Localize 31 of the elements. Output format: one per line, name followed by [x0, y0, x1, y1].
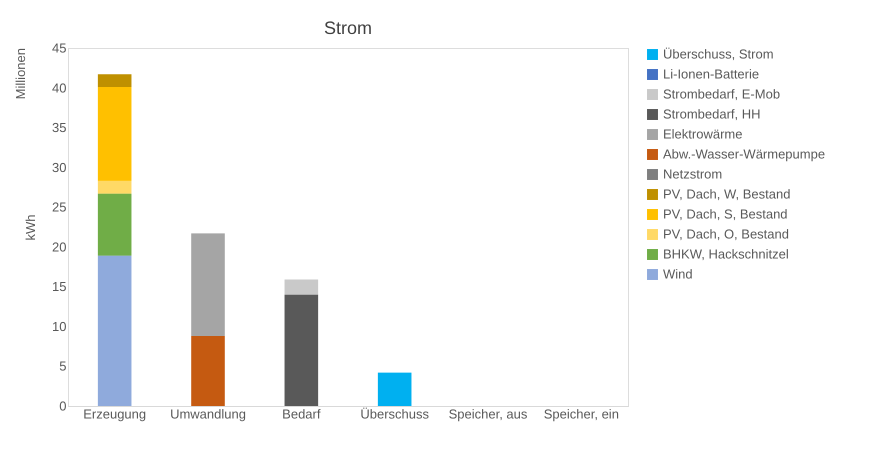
x-tick-label: Überschuss	[360, 406, 430, 422]
x-tick-label: Umwandlung	[170, 406, 246, 422]
y-tick-label: 40	[52, 80, 66, 96]
legend-label: Wind	[663, 266, 693, 282]
x-tick-label: Speicher, aus	[448, 406, 528, 422]
legend-label: Abw.-Wasser-Wärmepumpe	[663, 146, 826, 162]
x-tick-label: Erzeugung	[83, 406, 146, 422]
y-tick-label: 0	[59, 398, 66, 414]
legend-label: PV, Dach, S, Bestand	[663, 206, 788, 222]
legend-label: Überschuss, Strom	[663, 46, 774, 62]
y-tick-label: 25	[52, 200, 66, 215]
chart-title: Strom	[324, 18, 372, 38]
y-tick-label: 30	[52, 160, 66, 175]
legend-label: Strombedarf, E-Mob	[663, 86, 780, 102]
y-tick-label: 35	[52, 120, 66, 136]
y-tick-label: 20	[52, 239, 66, 254]
text: Millionen	[13, 48, 28, 100]
x-tick-label: Bedarf	[282, 406, 321, 422]
x-tick-label: Speicher, ein	[544, 406, 619, 422]
legend-label: Netzstrom	[663, 166, 722, 182]
y-tick-label: 10	[52, 318, 66, 334]
legend-label: Elektrowärme	[663, 126, 742, 142]
legend-label: PV, Dach, W, Bestand	[663, 186, 790, 202]
y-tick-label: 45	[52, 40, 66, 56]
legend-label: PV, Dach, O, Bestand	[663, 226, 789, 242]
y-tick-label: 15	[52, 279, 66, 294]
y-axis-title: kWh	[23, 214, 38, 240]
legend-label: Strombedarf, HH	[663, 106, 761, 122]
legend-label: Li-Ionen-Batterie	[663, 66, 760, 82]
legend-label: BHKW, Hackschnitzel	[663, 246, 789, 262]
y-tick-label: 5	[59, 358, 66, 374]
